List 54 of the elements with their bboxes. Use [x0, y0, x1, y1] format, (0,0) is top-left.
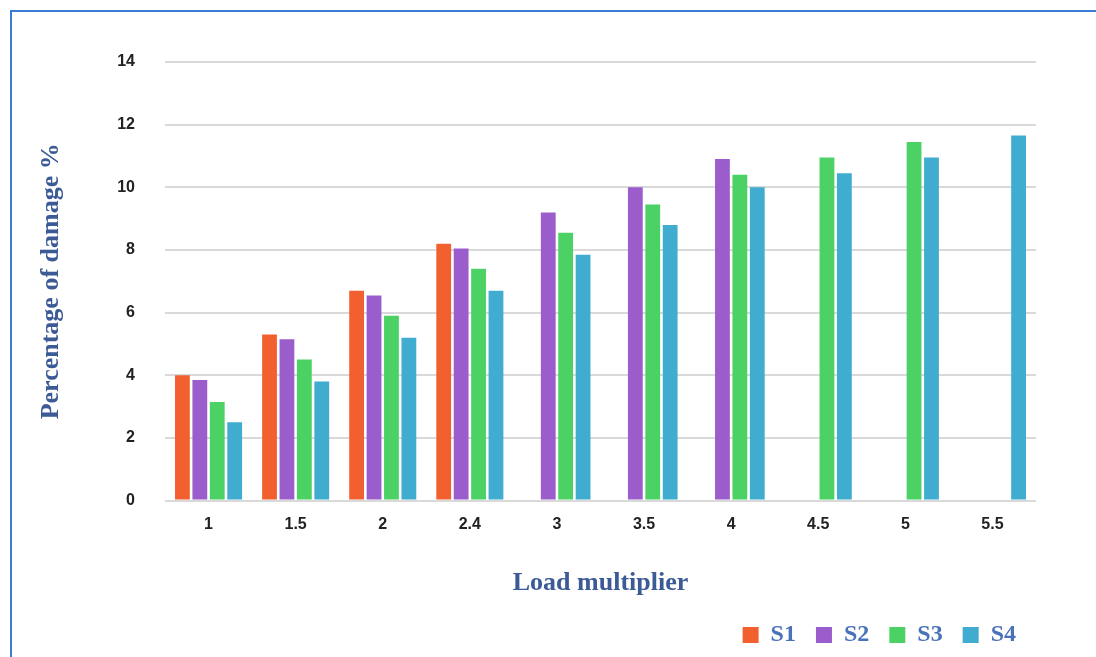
x-tick-label: 5	[900, 514, 910, 532]
y-tick-label: 4	[126, 365, 136, 383]
legend-label: S1	[770, 620, 796, 647]
bar	[209, 401, 225, 500]
bar	[436, 243, 452, 500]
bar	[906, 141, 922, 500]
y-tick-label: 6	[126, 303, 136, 321]
bar	[279, 339, 295, 500]
bar	[715, 159, 730, 500]
y-tick-label: 2	[126, 428, 136, 446]
bar	[488, 290, 504, 500]
x-tick-label: 2.4	[458, 514, 482, 532]
bar	[662, 224, 678, 500]
bar	[314, 381, 330, 500]
bar	[453, 248, 469, 500]
bar	[836, 173, 852, 500]
x-tick-label: 3	[552, 514, 562, 532]
bar	[262, 334, 277, 500]
bar	[192, 379, 208, 500]
bar	[227, 422, 243, 500]
bar	[749, 187, 765, 500]
x-tick-label: 2	[378, 514, 388, 532]
legend-label: S2	[843, 620, 870, 647]
bar	[471, 268, 486, 500]
bar	[349, 290, 365, 500]
x-axis-title: Load multiplier	[512, 567, 689, 597]
y-tick-label: 12	[117, 115, 136, 133]
x-tick-label: 4	[726, 514, 736, 532]
y-tick-label: 10	[117, 177, 136, 195]
x-tick-label: 1.5	[284, 514, 307, 532]
x-tick-label: 5.5	[981, 514, 1004, 532]
bar	[732, 174, 748, 500]
bar	[296, 359, 312, 500]
x-tick-label: 4.5	[807, 514, 830, 532]
bar	[366, 295, 382, 500]
y-tick-label: 8	[126, 240, 136, 258]
bar	[627, 187, 643, 500]
x-tick-label: 3.5	[632, 514, 656, 532]
y-axis-title: Percentage of damage %	[35, 143, 65, 420]
bar	[645, 204, 661, 500]
bar	[575, 254, 591, 500]
bar	[540, 212, 556, 500]
bar	[175, 375, 190, 500]
bar	[558, 232, 574, 500]
legend-label: S3	[917, 620, 943, 647]
y-tick-label: 0	[126, 491, 136, 509]
bar	[401, 337, 417, 500]
bar	[924, 157, 939, 500]
bar	[384, 315, 399, 500]
y-tick-label: 14	[117, 52, 136, 70]
x-tick-label: 1	[204, 514, 214, 532]
legend-label: S4	[990, 620, 1017, 647]
bar	[819, 157, 835, 500]
bar	[1011, 135, 1026, 500]
